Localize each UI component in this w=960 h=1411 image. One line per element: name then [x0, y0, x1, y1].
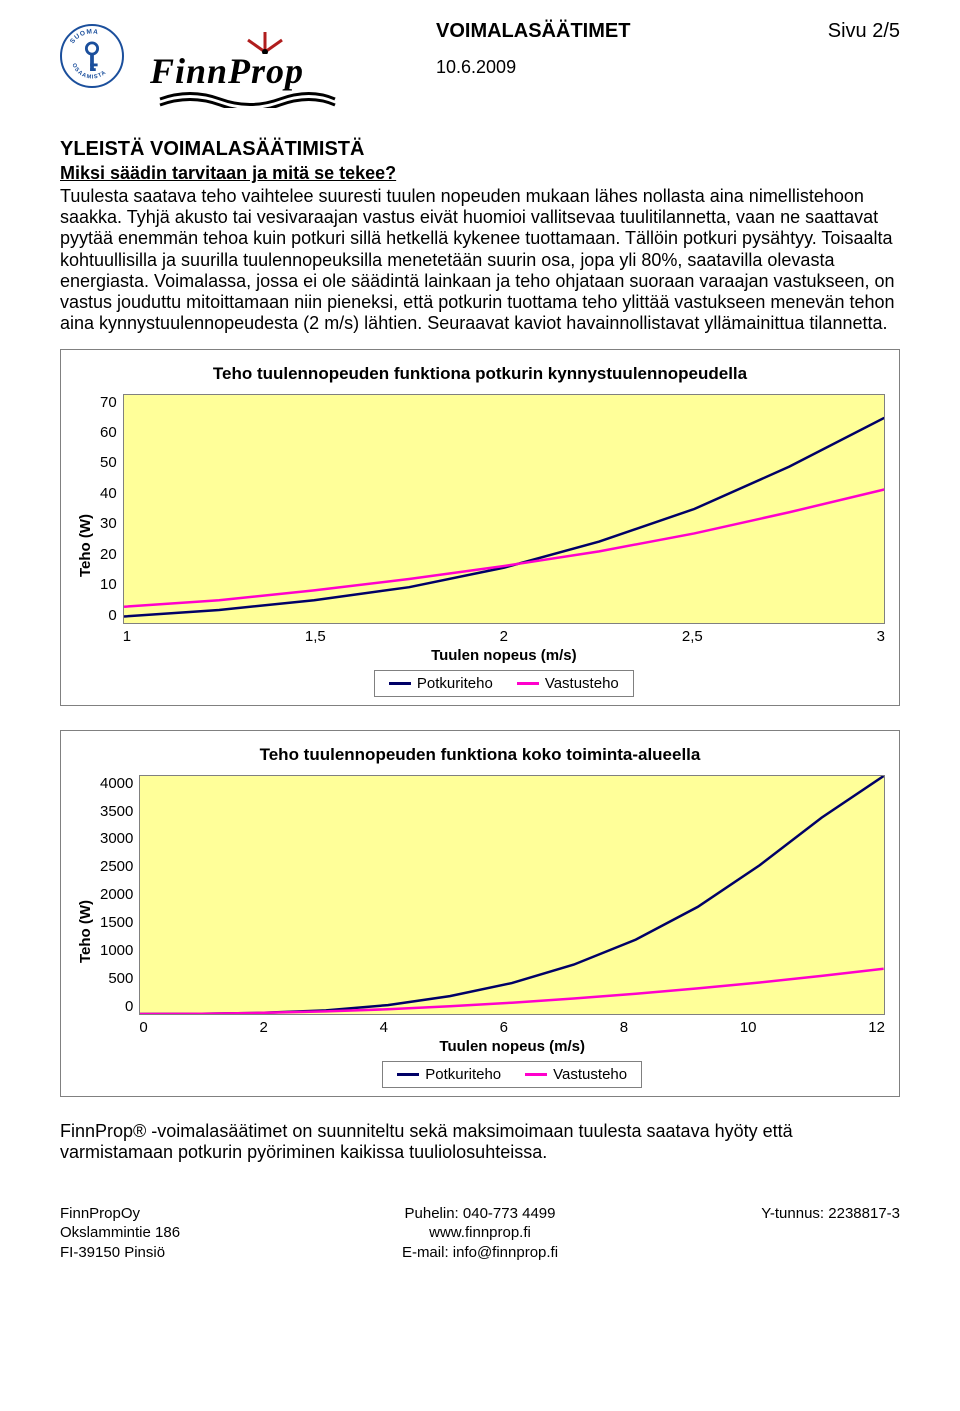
- ytick-label: 0: [108, 607, 116, 624]
- footer-email: E-mail: info@finnprop.fi: [340, 1243, 620, 1263]
- footer-street: Okslammintie 186: [60, 1223, 340, 1243]
- chart-2-frame: Teho tuulennopeuden funktiona koko toimi…: [60, 730, 900, 1097]
- sub-heading: Miksi säädin tarvitaan ja mitä se tekee?: [60, 163, 900, 184]
- ytick-label: 1000: [100, 942, 133, 959]
- footer-left: FinnPropOy Okslammintie 186 FI-39150 Pin…: [60, 1204, 340, 1263]
- chart-1-xlabel: Tuulen nopeus (m/s): [123, 647, 885, 664]
- xtick-label: 3: [877, 628, 885, 645]
- chart-1-ylabel: Teho (W): [75, 394, 96, 697]
- ytick-label: 3500: [100, 803, 133, 820]
- page-footer: FinnPropOy Okslammintie 186 FI-39150 Pin…: [60, 1204, 900, 1263]
- seal-text-bottom: OSAAMISTA: [70, 63, 107, 81]
- ytick-label: 2500: [100, 858, 133, 875]
- legend-swatch: [517, 682, 539, 685]
- quality-seal-icon: SUOMA OSAAMISTA: [60, 24, 124, 88]
- xtick-label: 2: [500, 628, 508, 645]
- xtick-label: 10: [740, 1019, 757, 1036]
- chart-2-xaxis: 0 2 4 6 8 10 12: [139, 1015, 885, 1036]
- ytick-label: 10: [100, 576, 117, 593]
- header-right: VOIMALASÄÄTIMET Sivu 2/5 10.6.2009: [356, 20, 900, 78]
- xtick-label: 6: [500, 1019, 508, 1036]
- chart-1-xaxis: 1 1,5 2 2,5 3: [123, 624, 885, 645]
- chart-2-legend: Potkuriteho Vastusteho: [139, 1061, 885, 1088]
- footer-right: Y-tunnus: 2238817-3: [620, 1204, 900, 1263]
- legend-item: Potkuriteho: [389, 675, 493, 692]
- xtick-label: 8: [620, 1019, 628, 1036]
- ytick-label: 4000: [100, 775, 133, 792]
- body-paragraph: Tuulesta saatava teho vaihtelee suuresti…: [60, 186, 900, 335]
- footer-postal: FI-39150 Pinsiö: [60, 1243, 340, 1263]
- legend-label: Potkuriteho: [417, 675, 493, 692]
- chart-2-ylabel: Teho (W): [75, 775, 96, 1088]
- xtick-label: 12: [868, 1019, 885, 1036]
- ytick-label: 70: [100, 394, 117, 411]
- footer-vat: Y-tunnus: 2238817-3: [620, 1204, 900, 1224]
- chart-2-title: Teho tuulennopeuden funktiona koko toimi…: [75, 745, 885, 765]
- ytick-label: 2000: [100, 886, 133, 903]
- section-heading: YLEISTÄ VOIMALASÄÄTIMISTÄ: [60, 138, 900, 161]
- legend-item: Vastusteho: [525, 1066, 627, 1083]
- series-line: [124, 489, 884, 606]
- ytick-label: 500: [108, 970, 133, 987]
- page-number: Sivu 2/5: [828, 20, 900, 43]
- ytick-label: 0: [125, 998, 133, 1015]
- chart-2-yaxis: 4000 3500 3000 2500 2000 1500 1000 500 0: [96, 775, 139, 1015]
- chart-1-plot: [123, 394, 885, 624]
- ytick-label: 30: [100, 515, 117, 532]
- footer-company: FinnPropOy: [60, 1204, 340, 1224]
- finnprop-logo: FinnProp: [150, 26, 340, 108]
- page-header: SUOMA OSAAMISTA FinnProp VOIMALASÄÄTIMET: [60, 20, 900, 108]
- footer-phone: Puhelin: 040-773 4499: [340, 1204, 620, 1224]
- ytick-label: 20: [100, 546, 117, 563]
- xtick-label: 2,5: [682, 628, 703, 645]
- doc-date: 10.6.2009: [436, 57, 516, 78]
- chart-2-plot: [139, 775, 885, 1015]
- chart-1-title: Teho tuulennopeuden funktiona potkurin k…: [75, 364, 885, 384]
- legend-label: Potkuriteho: [425, 1066, 501, 1083]
- legend-swatch: [525, 1073, 547, 1076]
- chart-1-legend: Potkuriteho Vastusteho: [123, 670, 885, 697]
- xtick-label: 0: [139, 1019, 147, 1036]
- xtick-label: 4: [380, 1019, 388, 1036]
- logo-text: FinnProp: [150, 50, 340, 92]
- legend-item: Vastusteho: [517, 675, 619, 692]
- legend-swatch: [389, 682, 411, 685]
- legend-label: Vastusteho: [553, 1066, 627, 1083]
- logo-wave-icon: [150, 90, 340, 108]
- chart-1-yaxis: 70 60 50 40 30 20 10 0: [96, 394, 123, 624]
- legend-swatch: [397, 1073, 419, 1076]
- chart-1-frame: Teho tuulennopeuden funktiona potkurin k…: [60, 349, 900, 706]
- series-line: [140, 776, 884, 1014]
- xtick-label: 1,5: [305, 628, 326, 645]
- chart-2-xlabel: Tuulen nopeus (m/s): [139, 1038, 885, 1055]
- xtick-label: 2: [259, 1019, 267, 1036]
- doc-title: VOIMALASÄÄTIMET: [436, 20, 630, 43]
- closing-paragraph: FinnProp® -voimalasäätimet on suunnitelt…: [60, 1121, 900, 1164]
- ytick-label: 60: [100, 424, 117, 441]
- svg-text:OSAAMISTA: OSAAMISTA: [70, 63, 107, 81]
- ytick-label: 1500: [100, 914, 133, 931]
- ytick-label: 3000: [100, 830, 133, 847]
- xtick-label: 1: [123, 628, 131, 645]
- ytick-label: 40: [100, 485, 117, 502]
- legend-item: Potkuriteho: [397, 1066, 501, 1083]
- footer-middle: Puhelin: 040-773 4499 www.finnprop.fi E-…: [340, 1204, 620, 1263]
- series-line: [140, 968, 884, 1013]
- legend-label: Vastusteho: [545, 675, 619, 692]
- footer-web: www.finnprop.fi: [340, 1223, 620, 1243]
- ytick-label: 50: [100, 454, 117, 471]
